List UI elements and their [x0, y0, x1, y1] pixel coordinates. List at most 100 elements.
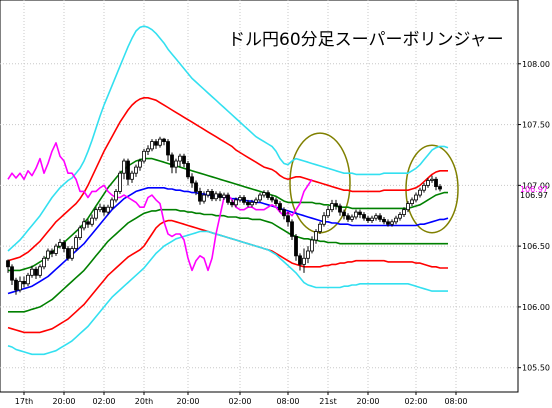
candle: [226, 192, 230, 205]
candle-body: [126, 160, 130, 180]
candle-body: [310, 239, 314, 252]
candle-body: [278, 203, 282, 211]
candle: [218, 191, 222, 202]
candle-body: [66, 248, 70, 259]
candle-body: [266, 192, 270, 198]
candle-body: [174, 160, 178, 168]
candle-body: [138, 160, 142, 168]
last-price-label: 106.97: [520, 191, 548, 200]
candle-body: [30, 268, 34, 276]
candle: [430, 175, 434, 183]
candle: [330, 199, 334, 213]
candle-body: [350, 216, 354, 220]
candle-body: [150, 141, 154, 150]
candle-body: [70, 248, 74, 259]
series-line-lagging_span: [7, 142, 313, 272]
candle-body: [218, 193, 222, 198]
candle-body: [18, 280, 22, 291]
candle: [214, 191, 218, 202]
y-tick-label: 106.50: [522, 242, 550, 251]
candle: [398, 212, 402, 221]
candle: [382, 216, 386, 225]
candle: [26, 272, 30, 287]
candle: [42, 255, 46, 270]
candle: [238, 195, 242, 203]
candle: [158, 136, 162, 148]
candle-body: [54, 245, 58, 254]
candle: [62, 240, 66, 253]
candle-body: [314, 231, 318, 241]
candle: [346, 213, 350, 222]
candle: [370, 215, 374, 224]
series-line-plus3: [7, 25, 449, 252]
candle: [186, 161, 190, 180]
candle-body: [26, 274, 30, 285]
candle: [298, 253, 302, 271]
candle: [406, 201, 410, 213]
candle: [262, 190, 266, 198]
series-line-plus1: [8, 157, 448, 272]
candle-body: [398, 214, 402, 219]
candle: [30, 265, 34, 278]
candle-body: [322, 215, 326, 225]
candle: [366, 215, 370, 224]
candle: [198, 187, 202, 205]
candle: [6, 259, 10, 273]
candle-body: [382, 218, 386, 223]
candle: [86, 219, 90, 228]
candle-body: [38, 266, 42, 276]
x-tick-label: 20:00: [176, 397, 199, 406]
candle: [162, 137, 166, 146]
x-tick-label: 02:00: [228, 397, 251, 406]
candle: [342, 209, 346, 220]
candle: [74, 235, 78, 251]
candle: [134, 164, 138, 177]
candle: [150, 139, 154, 152]
candle: [374, 213, 378, 221]
candle-body: [282, 209, 286, 217]
candle: [270, 195, 274, 203]
candle-body: [254, 199, 258, 203]
candle-body: [306, 250, 310, 259]
candle: [178, 153, 182, 168]
candle-body: [222, 194, 226, 198]
candle-body: [270, 197, 274, 201]
candle-body: [170, 154, 174, 168]
candle: [274, 197, 278, 207]
candle-body: [286, 215, 290, 223]
candle: [194, 180, 198, 196]
x-tick-label: 20:00: [52, 397, 75, 406]
candle: [58, 238, 62, 249]
candle: [190, 173, 194, 188]
candle: [326, 206, 330, 219]
candle-body: [190, 176, 194, 184]
candle: [202, 191, 206, 204]
candle: [306, 246, 310, 264]
candle: [354, 209, 358, 220]
candle-body: [230, 201, 234, 206]
candle-body: [58, 242, 62, 247]
candle-body: [338, 205, 342, 213]
candle-body: [182, 155, 186, 164]
candle-body: [186, 163, 190, 178]
candle-body: [330, 203, 334, 211]
candle-body: [86, 221, 90, 225]
candle: [362, 212, 366, 221]
candle: [222, 192, 226, 200]
candle: [418, 187, 422, 198]
candle: [290, 219, 294, 241]
candle: [38, 264, 42, 278]
candle-body: [146, 148, 150, 152]
candle-body: [94, 209, 98, 219]
candle-body: [258, 194, 262, 201]
candle-body: [118, 172, 122, 192]
candle: [282, 207, 286, 220]
candle-body: [6, 260, 10, 268]
series-line-plus2: [7, 97, 448, 262]
candle: [90, 214, 94, 227]
y-tick-label: 107.50: [522, 121, 550, 130]
candle: [438, 184, 442, 192]
candle-body: [50, 250, 54, 254]
candle: [98, 203, 102, 213]
candle: [110, 197, 114, 210]
